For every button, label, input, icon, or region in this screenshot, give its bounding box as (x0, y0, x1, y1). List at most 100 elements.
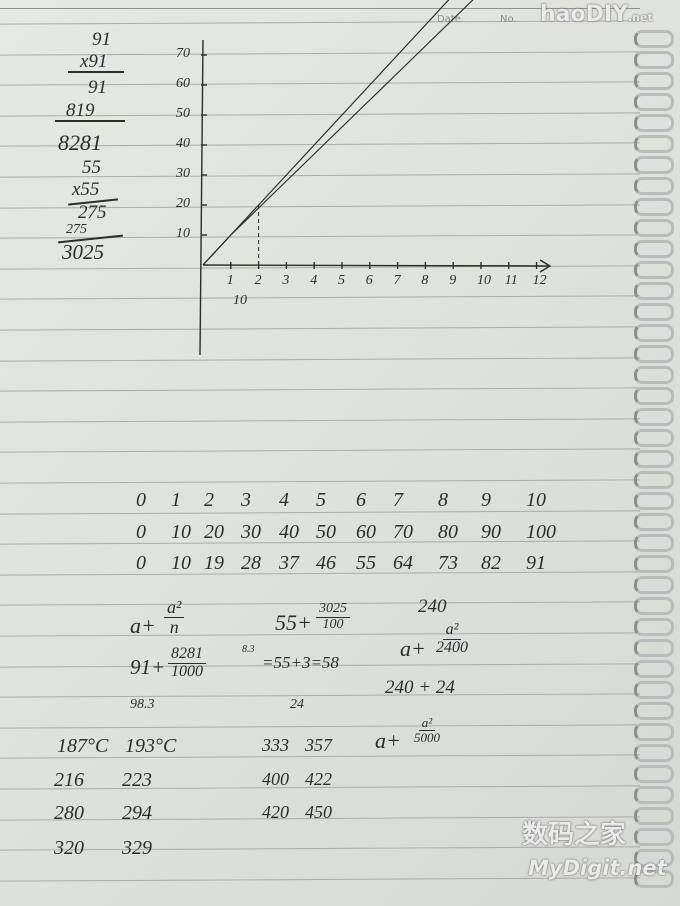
no-label: No. (500, 14, 517, 25)
y-tick-label: 40 (176, 136, 190, 151)
formula-text: 240 (418, 596, 447, 617)
series-line-linear (202, 0, 450, 266)
spiral-ring (634, 660, 674, 678)
formula-text: 24 (290, 697, 304, 712)
table-cell: 4 (279, 489, 289, 511)
denominator: 1000 (171, 662, 203, 680)
calc-line (55, 120, 125, 122)
haodiy-watermark: haoDIY.net (540, 2, 653, 27)
table-cell: 5 (316, 489, 326, 511)
spiral-ring (634, 219, 674, 237)
y-tick-label: 50 (176, 106, 190, 121)
temp-cell: 223 (122, 769, 152, 791)
calc-text: 91 (88, 77, 107, 98)
spiral-ring (634, 471, 674, 489)
spiral-ring (634, 114, 674, 132)
x-tick-label: 11 (504, 273, 518, 288)
spiral-ring (634, 450, 674, 468)
spiral-ring (634, 72, 674, 90)
table-cell: 0 (136, 521, 146, 543)
y-tick-label: 70 (176, 46, 190, 61)
x-tick-label: 1 (226, 273, 234, 288)
table-cell: 7 (393, 489, 403, 511)
table-cell: 70 (393, 521, 413, 543)
temp-cell: 216 (54, 769, 84, 791)
table-cell: 55 (356, 552, 376, 574)
table-cell: 9 (481, 489, 491, 511)
calc-text: 3025 (62, 240, 104, 264)
x-axis (202, 264, 549, 267)
spiral-ring (634, 639, 674, 657)
table-cell: 3 (241, 489, 251, 511)
numerator: 3025 (316, 601, 350, 618)
y-tick-label: 30 (176, 166, 190, 181)
fraction: 3025 100 (316, 601, 350, 632)
x-tick-label: 2 (254, 273, 262, 288)
temp-cell: 333 (262, 735, 289, 755)
table-cell: 46 (316, 552, 336, 574)
table-cell: 0 (136, 552, 146, 574)
spiral-ring (634, 723, 674, 741)
temp-cell: 450 (305, 802, 332, 822)
denominator: 5000 (414, 729, 440, 745)
formula-text: a+ (130, 613, 156, 638)
numerator: a² (418, 716, 436, 731)
spiral-ring (634, 135, 674, 153)
x-tick-label: 4 (310, 273, 318, 288)
x-tick-label: 8 (421, 273, 429, 288)
temp-cell: 357 (305, 735, 332, 755)
temp-cell: 422 (305, 769, 332, 789)
fraction: 8281 1000 (168, 645, 206, 681)
spiral-ring (634, 156, 674, 174)
table-cell: 20 (204, 521, 224, 543)
temp-cell: 280 (54, 802, 84, 824)
spiral-ring (634, 576, 674, 594)
table-cell: 10 (526, 489, 546, 511)
denominator: n (169, 616, 179, 637)
table-cell: 8 (438, 489, 448, 511)
date-label: Date. (437, 14, 465, 25)
spiral-ring (634, 240, 674, 258)
table-cell: 6 (356, 489, 366, 511)
spiral-ring (634, 30, 674, 48)
denominator: 2400 (436, 638, 468, 656)
table-cell: 30 (241, 521, 261, 543)
numerator: a² (442, 621, 462, 640)
table-cell: 1 (171, 489, 181, 511)
series-line-curve (202, 0, 474, 266)
table-cell: 64 (393, 552, 413, 574)
spiral-ring (634, 366, 674, 384)
y-tick-label: 20 (176, 196, 190, 211)
temp-cell: 193°C (125, 735, 177, 757)
denominator: 100 (322, 616, 344, 632)
table-cell: 90 (481, 521, 501, 543)
mydigit-watermark-en: MyDigit.net (528, 856, 667, 880)
formula-text: 98.3 (130, 697, 155, 712)
spiral-ring (634, 597, 674, 615)
spiral-ring (634, 828, 674, 846)
x-tick-label: 12 (532, 273, 547, 288)
table-cell: 10 (171, 521, 191, 543)
table-cell: 60 (356, 521, 376, 543)
calc-text: 819 (66, 100, 95, 121)
formula-text: a+ (400, 636, 426, 661)
spiral-ring (634, 786, 674, 804)
spiral-ring (634, 345, 674, 363)
spiral-ring (634, 618, 674, 636)
x-tick-label: 10 (477, 273, 491, 288)
y-axis (199, 39, 204, 356)
table-cell: 100 (526, 521, 556, 543)
spiral-ring (634, 177, 674, 195)
fraction: a² 2400 (436, 621, 468, 657)
temp-cell: 400 (262, 769, 289, 789)
spiral-ring (634, 702, 674, 720)
spiral-ring (634, 198, 674, 216)
x-axis-arrow (539, 259, 552, 273)
spiral-ring (634, 324, 674, 342)
calc-text: 275 (66, 222, 87, 237)
spiral-ring (634, 807, 674, 825)
formula-text: 91+ (130, 655, 166, 679)
table-cell: 2 (204, 489, 214, 511)
spiral-ring (634, 93, 674, 111)
table-cell: 73 (438, 552, 458, 574)
